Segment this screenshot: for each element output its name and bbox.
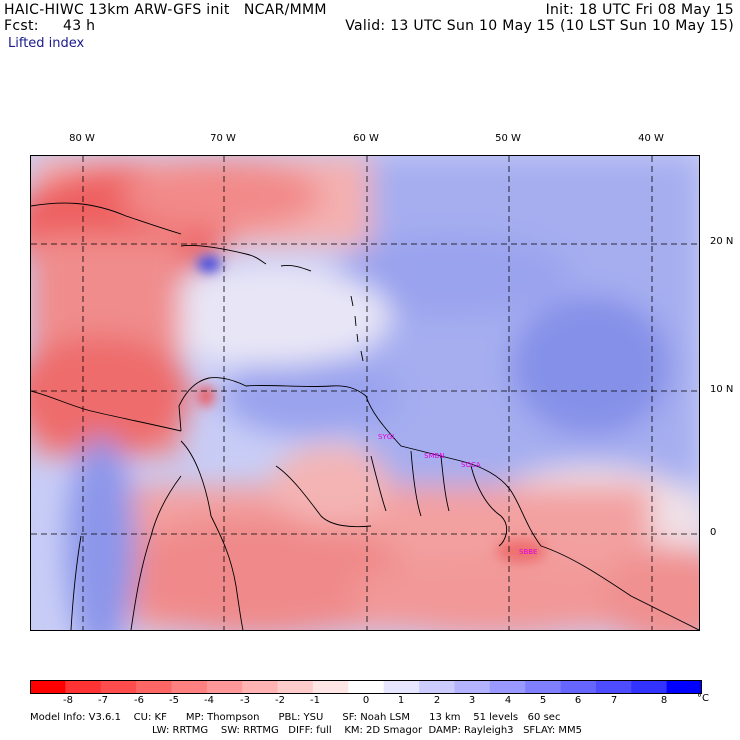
colorbar-swatch (525, 680, 562, 694)
colorbar-swatch (171, 680, 208, 694)
station-label: SOCA (461, 461, 481, 469)
forecast-hours: 43 h (63, 18, 96, 34)
field-name: Lifted index (8, 36, 85, 51)
red-core-guiana (271, 446, 391, 526)
colorbar-tick: 0 (362, 695, 370, 706)
colorbar-swatch (666, 680, 702, 694)
lon-label-70w: 70 W (210, 133, 236, 144)
colorbar-tick: -6 (134, 695, 144, 706)
colorbar-tick: 6 (574, 695, 582, 706)
colorbar-swatch (206, 680, 243, 694)
colorbar-tick: -7 (98, 695, 108, 706)
colorbar-swatch (560, 680, 597, 694)
colorbar-tick: 2 (433, 695, 441, 706)
lon-label-60w: 60 W (353, 133, 379, 144)
colorbar-tick: -1 (310, 695, 320, 706)
lon-label-80w: 80 W (69, 133, 95, 144)
red-core-southeast (351, 556, 631, 630)
colorbar-swatch (100, 680, 137, 694)
colorbar-swatch (312, 680, 349, 694)
colorbar-swatch (454, 680, 491, 694)
red-core-panama (31, 336, 191, 456)
red-core-greater-antilles (121, 161, 321, 231)
colorbar-swatch (631, 680, 668, 694)
colorbar-border (30, 680, 702, 694)
colorbar-unit: °C (697, 693, 709, 704)
colorbar-tick: 1 (397, 695, 405, 706)
blue-spot-hispaniola (197, 256, 221, 272)
colorbar-tick: -8 (63, 695, 73, 706)
blue-core-caribbean (221, 356, 401, 436)
colorbar-swatch (489, 680, 526, 694)
colorbar-swatch (30, 680, 66, 694)
model-title: HAIC-HIWC 13km ARW-GFS init NCAR/MMM (4, 2, 327, 18)
red-core-se-corner (601, 546, 699, 630)
colorbar-tick: 7 (610, 695, 618, 706)
lon-label-40w: 40 W (638, 133, 664, 144)
station-label: SYGI (378, 433, 394, 441)
red-spot-amapa (496, 539, 546, 563)
lifted-index-map: SYGI SMBN SOCA SBBE (30, 155, 700, 631)
coastlines (31, 202, 699, 630)
model-info-line2: LW: RRTMG SW: RRTMG DIFF: full KM: 2D Sm… (152, 725, 582, 736)
colorbar-swatch (277, 680, 314, 694)
red-spot-maracaibo (198, 386, 214, 406)
grid (31, 156, 699, 630)
colorbar-tick: 5 (539, 695, 547, 706)
forecast-label: Fcst: (4, 18, 39, 34)
blue-andes (66, 436, 136, 630)
lat-label-0: 0 (710, 527, 717, 538)
colorbar-swatch (65, 680, 102, 694)
colorbar-tick: 3 (468, 695, 476, 706)
colorbar-tick: -2 (275, 695, 285, 706)
colorbar-tick: -5 (169, 695, 179, 706)
red-core-south (111, 516, 411, 630)
colorbar-swatch (348, 680, 385, 694)
lat-label-20n: 20 N (710, 236, 734, 247)
lat-label-10n: 10 N (710, 384, 734, 395)
colorbar (30, 680, 702, 694)
colorbar-swatch (383, 680, 420, 694)
blue-core-east (511, 296, 671, 436)
colorbar-swatch (595, 680, 632, 694)
colorbar-tick: -3 (240, 695, 250, 706)
colorbar-swatch (419, 680, 455, 694)
neutral-band (151, 266, 391, 366)
blue-core-north (331, 236, 571, 316)
init-time: Init: 18 UTC Fri 08 May 15 (545, 2, 734, 18)
lon-label-50w: 50 W (495, 133, 521, 144)
station-label: SBBE (519, 548, 537, 556)
colorbar-swatch (242, 680, 279, 694)
station-label: SMBN (424, 452, 445, 460)
colorbar-tick: 4 (504, 695, 512, 706)
valid-time: Valid: 13 UTC Sun 10 May 15 (10 LST Sun … (345, 18, 734, 34)
colorbar-swatch (136, 680, 172, 694)
colorbar-tick: 8 (660, 695, 668, 706)
model-info-line1: Model Info: V3.6.1 CU: KF MP: Thompson P… (30, 712, 561, 723)
colorbar-tick: -4 (204, 695, 214, 706)
